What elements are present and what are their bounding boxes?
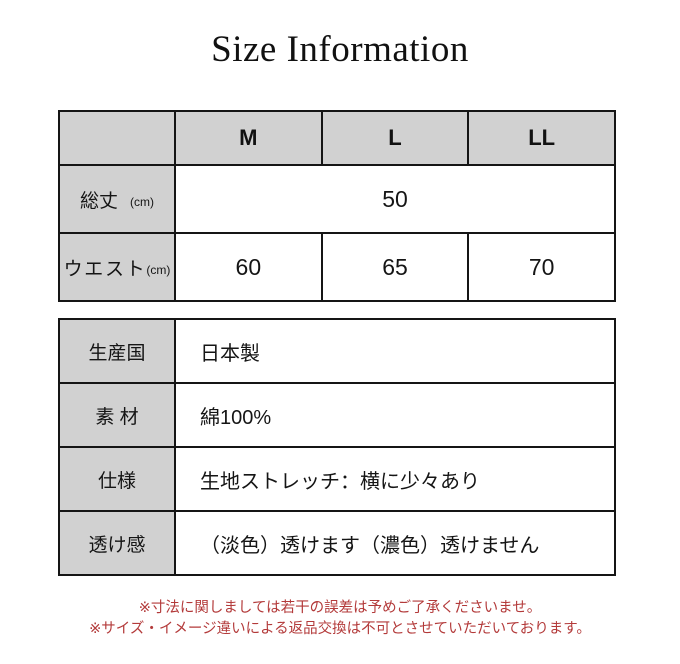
page-title: Size Information xyxy=(211,29,469,70)
footer-notes: ※寸法に関しましては若干の誤差は予めご了承くださいませ。 ※サイズ・イメージ違い… xyxy=(0,598,680,640)
size-measurements-table: M L LL 総丈 (cm) 50 ウエスト(cm) 60 65 70 xyxy=(58,110,616,302)
table-row: ウエスト(cm) 60 65 70 xyxy=(58,232,616,302)
spec-value-transparency: （淡色）透けます（濃色）透けません xyxy=(174,510,616,576)
table-header-row: M L LL xyxy=(58,110,616,166)
column-header-m: M xyxy=(174,110,323,166)
table-row: 総丈 (cm) 50 xyxy=(58,164,616,234)
spec-label-transparency: 透け感 xyxy=(58,510,176,576)
spec-value-material: 綿100% xyxy=(174,382,616,448)
row-label-text: 総丈 xyxy=(79,190,118,212)
row-label-total-length: 総丈 (cm) xyxy=(58,164,176,234)
spec-label-specification: 仕様 xyxy=(58,446,176,512)
spec-value-specification: 生地ストレッチ：横に少々あり xyxy=(174,446,616,512)
footer-note-measurement: ※寸法に関しましては若干の誤差は予めご了承くださいませ。 xyxy=(138,600,542,616)
cell-waist-ll: 70 xyxy=(467,232,616,302)
table-row: 透け感 （淡色）透けます（濃色）透けません xyxy=(58,510,616,576)
table-row: 仕様 生地ストレッチ：横に少々あり xyxy=(58,446,616,512)
spec-label-material: 素 材 xyxy=(58,382,176,448)
row-unit-text: (cm) xyxy=(146,262,171,277)
product-spec-table: 生産国 日本製 素 材 綿100% 仕様 生地ストレッチ：横に少々あり 透け感 … xyxy=(58,318,616,576)
spec-label-country: 生産国 xyxy=(58,318,176,384)
cell-total-length-all: 50 xyxy=(174,164,616,234)
table-row: 生産国 日本製 xyxy=(58,318,616,384)
row-label-waist: ウエスト(cm) xyxy=(58,232,176,302)
row-unit-text: (cm) xyxy=(130,194,154,209)
cell-waist-l: 65 xyxy=(320,232,470,302)
column-header-ll: LL xyxy=(467,110,616,166)
spec-value-country: 日本製 xyxy=(174,318,616,384)
table-row: 素 材 綿100% xyxy=(58,382,616,448)
row-label-text: ウエスト xyxy=(63,258,147,280)
size-table-corner-cell xyxy=(58,110,176,166)
column-header-l: L xyxy=(320,110,470,166)
cell-waist-m: 60 xyxy=(174,232,323,302)
footer-note-returns: ※サイズ・イメージ違いによる返品交換は不可とさせていただいております。 xyxy=(89,621,591,637)
